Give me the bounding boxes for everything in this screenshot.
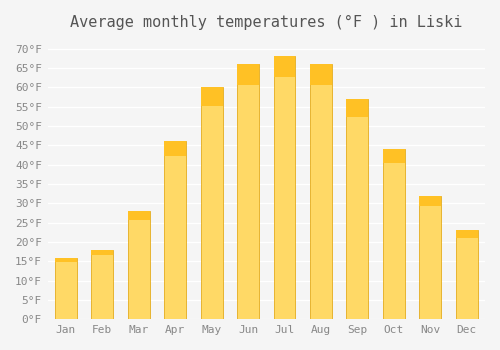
Bar	[274, 56, 295, 77]
Bar	[346, 99, 368, 117]
Bar	[55, 258, 76, 320]
Bar	[383, 149, 405, 320]
Bar	[456, 230, 477, 320]
Bar	[310, 64, 332, 85]
Bar	[456, 230, 477, 238]
Bar	[200, 88, 222, 320]
Bar	[164, 141, 186, 156]
Bar	[383, 149, 405, 163]
Bar	[128, 211, 150, 320]
Bar	[128, 211, 150, 220]
Title: Average monthly temperatures (°F ) in Liski: Average monthly temperatures (°F ) in Li…	[70, 15, 462, 30]
Bar	[92, 250, 113, 255]
Bar	[92, 250, 113, 320]
Bar	[346, 99, 368, 320]
Bar	[200, 88, 222, 106]
Bar	[420, 196, 442, 320]
Bar	[164, 141, 186, 320]
Bar	[237, 64, 259, 85]
Bar	[310, 64, 332, 320]
Bar	[237, 64, 259, 320]
Bar	[55, 258, 76, 262]
Bar	[420, 196, 442, 205]
Bar	[274, 56, 295, 320]
